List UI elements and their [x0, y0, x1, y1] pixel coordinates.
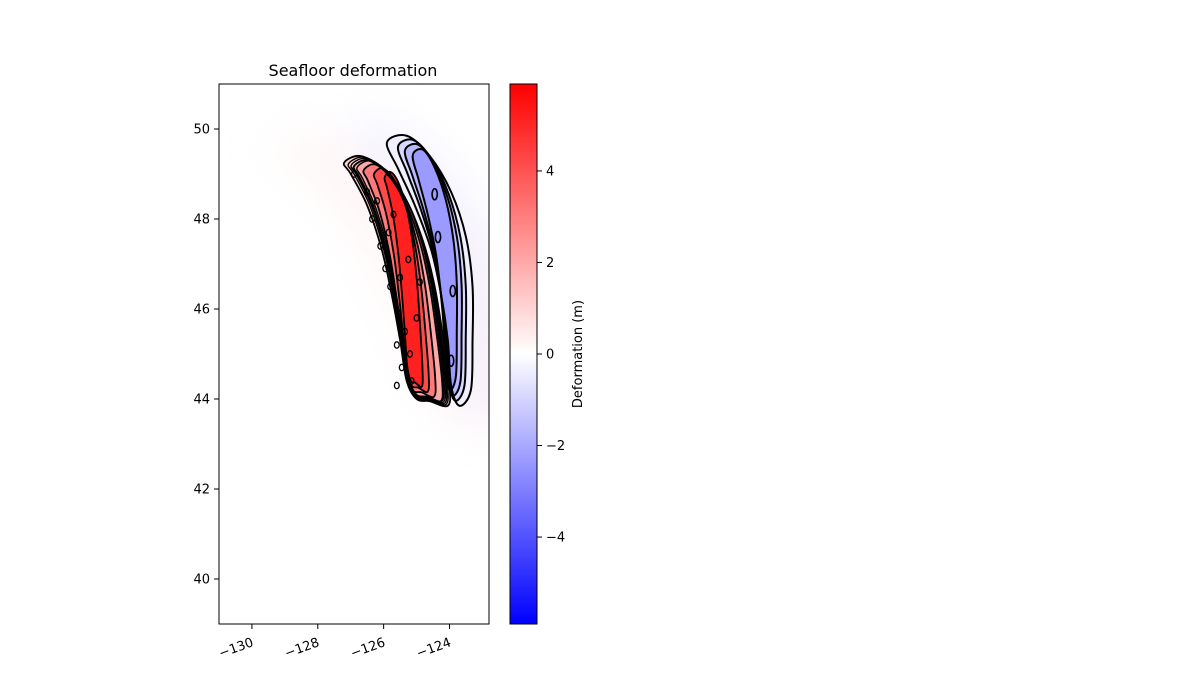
x-tick-label: −126: [349, 635, 388, 661]
colorbar-ticks: −4 −2 0 2 4: [537, 164, 565, 546]
plot-frame: [218, 83, 490, 625]
contour-speck: [395, 309, 402, 318]
hinge-contour: [356, 160, 445, 403]
colorbar-tick-label: 4: [546, 164, 554, 179]
subsidence-lobe: [434, 230, 442, 244]
subsidence-contour: [385, 134, 475, 407]
contour-speck: [408, 377, 415, 385]
subsidence-contour: [403, 142, 463, 397]
contour-speck: [405, 255, 412, 264]
subsidence-lobe: [431, 187, 439, 201]
contour-speck: [401, 327, 409, 336]
x-tick-label: −130: [217, 635, 256, 661]
colorbar-label: Deformation (m): [571, 300, 586, 408]
colorbar-tick-label: 0: [546, 348, 554, 363]
contour-speck: [369, 215, 376, 223]
colorbar-tick-label: 2: [546, 256, 554, 271]
deformation-contours: [342, 134, 475, 408]
plot-area: [218, 83, 490, 625]
y-tick-label: 42: [193, 483, 210, 498]
chart-title: Seafloor deformation: [269, 61, 438, 80]
subsidence-lobe: [447, 354, 455, 368]
contour-speck: [382, 264, 389, 273]
contour-speck: [364, 188, 371, 196]
contour-speck: [390, 210, 397, 219]
contour-speck: [385, 228, 392, 237]
y-tick-label: 50: [193, 123, 210, 138]
colorbar-tick-label: −2: [546, 439, 565, 454]
contour-speck: [373, 197, 381, 205]
y-tick-label: 46: [193, 303, 210, 318]
contour-speck: [398, 363, 405, 372]
x-tick-label: −124: [415, 635, 454, 661]
contour-speck: [377, 242, 384, 250]
contour-speck: [413, 314, 420, 322]
contour-speck: [416, 278, 423, 286]
colorbar: −4 −2 0 2 4 Deformation (m): [509, 83, 586, 625]
subsidence-contour: [411, 148, 459, 391]
y-axis: 40 42 44 46 48 50: [193, 123, 219, 588]
subsidence-lobe: [449, 284, 457, 298]
x-tick-label: −128: [283, 635, 322, 661]
colorbar-gradient: [509, 83, 538, 625]
y-tick-label: 48: [193, 213, 210, 228]
y-tick-label: 40: [193, 573, 210, 588]
colorbar-tick-label: −4: [546, 531, 565, 546]
subsidence-contour: [396, 138, 468, 402]
contour-speck: [397, 273, 404, 282]
uplift-contour: [383, 170, 424, 388]
contour-speck: [387, 282, 394, 291]
contour-speck: [393, 381, 400, 390]
uplift-fill-level: [384, 171, 423, 388]
contour-speck: [393, 341, 400, 349]
contour-speck: [350, 170, 358, 178]
contour-speck: [406, 350, 414, 358]
y-tick-label: 44: [193, 393, 210, 408]
x-axis: −130 −128 −126 −124: [217, 624, 453, 662]
